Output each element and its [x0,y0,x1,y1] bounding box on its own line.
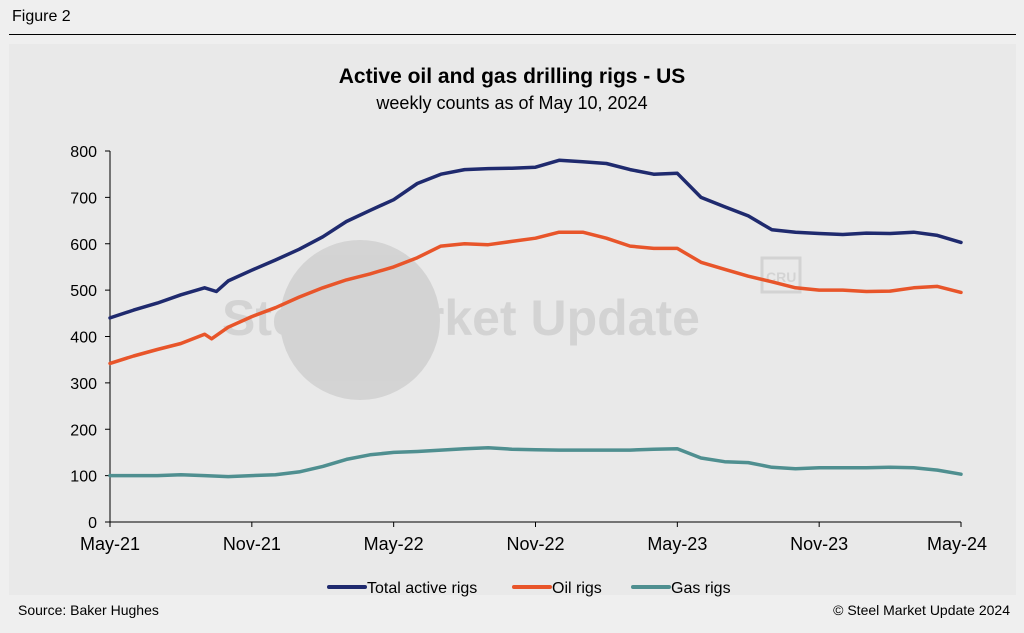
x-tick-label: Nov-22 [506,534,564,554]
x-tick-label: May-24 [927,534,987,554]
chart-subtitle: weekly counts as of May 10, 2024 [375,93,647,113]
figure-label: Figure 2 [12,8,71,25]
source-note: Source: Baker Hughes [18,602,159,618]
copyright-note: © Steel Market Update 2024 [833,602,1010,618]
y-tick-label: 300 [70,376,97,393]
plot-panel [9,44,1016,595]
axes: 0 100 200 300 400 500 600 700 800 May-21 Nov-21 May… [70,144,987,554]
series-line-gas-rigs [108,446,963,479]
y-tick-label: 600 [70,237,97,254]
x-tick-label: May-21 [80,534,140,554]
x-tick-label: Nov-23 [790,534,848,554]
y-tick-label: 200 [70,422,97,439]
y-tick-label: 100 [70,469,97,486]
legend-label: Gas rigs [671,580,731,597]
legend-label: Total active rigs [367,580,477,597]
chart-title: Active oil and gas drilling rigs - US [339,65,686,88]
y-tick-label: 0 [88,515,97,532]
x-tick-label: May-22 [364,534,424,554]
x-tick-label: Nov-21 [223,534,281,554]
top-rule [9,34,1016,35]
y-tick-label: 500 [70,283,97,300]
legend-label: Oil rigs [552,580,602,597]
x-tick-label: May-23 [647,534,707,554]
y-tick-label: 400 [70,330,97,347]
legend: Total active rigs Oil rigs Gas rigs [327,580,731,597]
y-tick-label: 700 [70,190,97,207]
series-group [108,158,963,479]
watermark-badge-box [760,256,802,294]
watermark-circle [280,240,440,400]
y-tick-label: 800 [70,144,97,161]
series-line-total-active-rigs [108,158,963,320]
watermark: Steel Market Update CRU [222,240,802,400]
series-line-oil-rigs [108,230,963,366]
watermark-text: Steel Market Update [222,290,700,346]
